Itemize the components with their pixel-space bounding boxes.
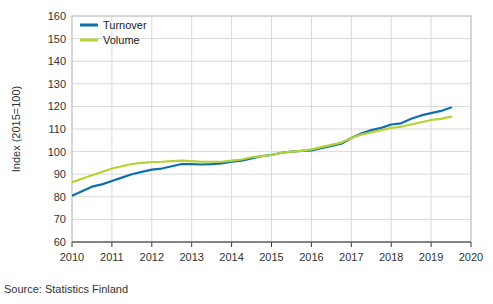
y-grid-line (72, 242, 471, 243)
series-group (72, 108, 451, 196)
x-tick (271, 242, 272, 247)
x-grid-line (351, 16, 352, 242)
x-grid-line (311, 16, 312, 242)
x-tick (231, 242, 232, 247)
x-grid-line (231, 16, 232, 242)
y-tick-label: 80 (54, 191, 66, 203)
x-tick-label: 2015 (259, 251, 283, 263)
y-tick-label: 150 (48, 33, 66, 45)
x-tick-label: 2017 (339, 251, 363, 263)
x-axis (72, 242, 471, 243)
y-tick-label: 60 (54, 236, 66, 248)
x-tick (391, 242, 392, 247)
x-tick-label: 2012 (140, 251, 164, 263)
legend-label: Volume (103, 34, 140, 46)
series-line (72, 117, 451, 183)
y-tick-label: 110 (48, 123, 66, 135)
legend-label: Turnover (103, 19, 147, 31)
x-tick-label: 2014 (219, 251, 243, 263)
x-grid-line (431, 16, 432, 242)
x-grid-line (271, 16, 272, 242)
x-tick (151, 242, 152, 247)
grid (72, 16, 471, 242)
y-axis-label: Index (2015=100) (10, 86, 22, 173)
x-grid-line (111, 16, 112, 242)
x-tick (72, 242, 73, 247)
series-line (72, 108, 451, 196)
plot-frame (72, 16, 471, 242)
y-tick-label: 130 (48, 78, 66, 90)
x-tick-label: 2010 (60, 251, 84, 263)
y-tick-label: 70 (54, 213, 66, 225)
y-tick-label: 100 (48, 146, 66, 158)
legend-swatch (80, 24, 98, 27)
y-tick-label: 120 (48, 100, 66, 112)
source: Source: Statistics Finland (4, 283, 128, 295)
y-tick-label: 90 (54, 168, 66, 180)
x-tick (311, 242, 312, 247)
x-tick-label: 2011 (100, 251, 124, 263)
x-tick (431, 242, 432, 247)
x-tick-label: 2019 (419, 251, 443, 263)
x-tick (111, 242, 112, 247)
x-tick (351, 242, 352, 247)
x-tick (191, 242, 192, 247)
legend: Turnover Volume (80, 19, 147, 46)
x-tick-label: 2013 (179, 251, 203, 263)
x-tick-label: 2018 (379, 251, 403, 263)
chart: 60 70 80 90 100 110 120 130 140 150 160 2010 2011 201… (0, 0, 493, 304)
y-tick-label: 140 (48, 55, 66, 67)
x-tick-label: 2016 (299, 251, 323, 263)
x-grid-line (191, 16, 192, 242)
legend-swatch (80, 39, 98, 42)
x-tick-label: 2020 (459, 251, 483, 263)
y-tick-label: 160 (48, 10, 66, 22)
x-tick (471, 242, 472, 247)
x-grid-line (151, 16, 152, 242)
